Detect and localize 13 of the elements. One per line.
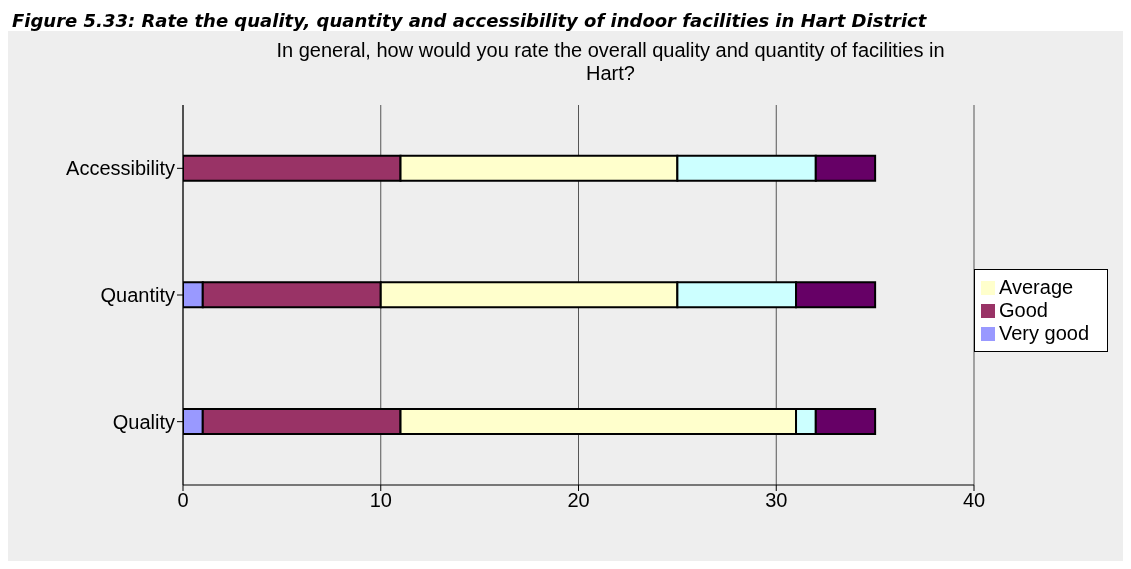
y-tick-label: Quality (112, 410, 175, 433)
chart-title: Figure 5.33: Rate the quality, quantity and accessibility of indoor facilities in Hart District (8, 8, 1123, 31)
legend-label: Good (999, 298, 1048, 321)
y-tick-label: Accessibility (66, 157, 175, 180)
x-tick-label: 0 (177, 489, 189, 512)
x-tick-label: 40 (962, 489, 986, 512)
chart-subtitle: In general, how would you rate the overall quality and quantity of facilities in Hart? (275, 39, 946, 85)
y-tick-label: Quantity (100, 284, 175, 307)
x-tick-label: 20 (567, 489, 590, 512)
x-tick-label: 10 (369, 489, 392, 512)
x-tick-label: 30 (765, 489, 788, 512)
legend-label: Very good (999, 321, 1090, 344)
legend-label: Average (999, 275, 1074, 298)
